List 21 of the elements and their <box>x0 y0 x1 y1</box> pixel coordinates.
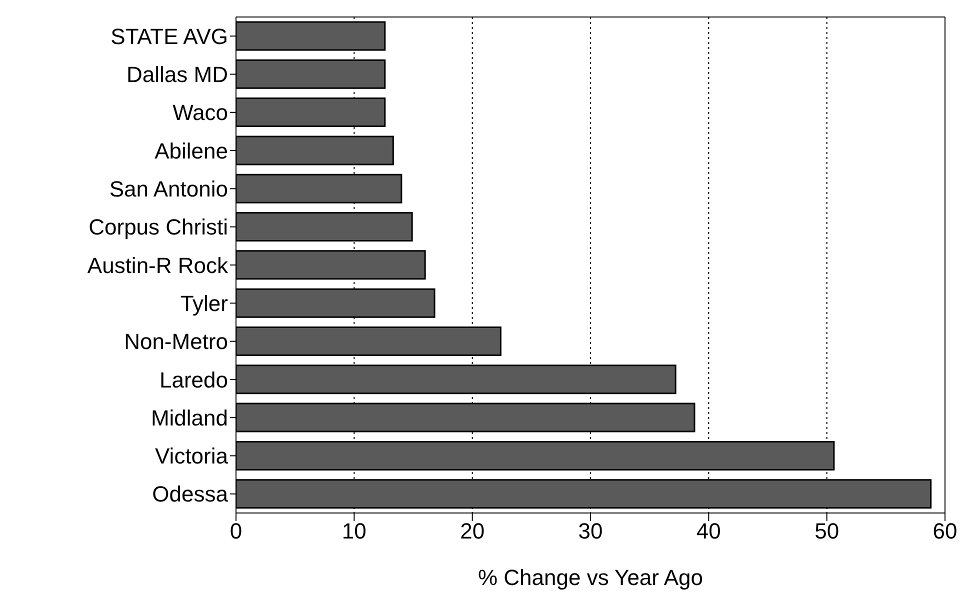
y-tick-label: Laredo <box>159 367 228 392</box>
x-tick-label: 20 <box>460 518 485 544</box>
y-tick-label: Odessa <box>152 482 229 507</box>
x-tick-label: 60 <box>932 518 958 544</box>
y-tick-label: STATE AVG <box>110 24 228 49</box>
y-tick-label: Abilene <box>154 138 228 164</box>
y-tick-label: Non-Metro <box>124 329 228 354</box>
y-tick-label: Tyler <box>180 290 228 316</box>
x-tick-label: 50 <box>814 518 840 544</box>
y-tick-label: Austin-R Rock <box>87 252 229 278</box>
x-axis-title: % Change vs Year Ago <box>478 565 704 590</box>
y-tick-label: Midland <box>150 405 228 430</box>
x-tick-label: 10 <box>342 518 366 544</box>
x-tick-label: 30 <box>578 518 603 544</box>
y-tick-label: San Antonio <box>109 176 228 202</box>
y-tick-label: Dallas MD <box>126 62 228 88</box>
y-tick-label: Corpus Christi <box>88 214 228 240</box>
x-tick-label: 40 <box>696 518 721 544</box>
x-tick-label: 0 <box>230 518 242 544</box>
y-tick-label: Waco <box>172 100 228 126</box>
y-tick-label: Victoria <box>155 444 229 469</box>
